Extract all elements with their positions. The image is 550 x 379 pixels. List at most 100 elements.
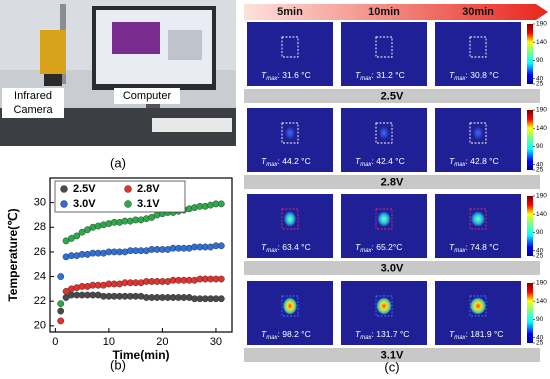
- colorbar: [527, 110, 533, 170]
- data-point: [217, 275, 225, 283]
- colorbar-tick-label: 140: [536, 211, 547, 218]
- tmax-label: Tmax: 98.2 °C: [261, 329, 311, 340]
- data-point: [73, 232, 81, 240]
- roi-box: [375, 36, 393, 58]
- scatter-chart: 20 22 24 26 28 30 0 10 20 30 Time(min) Temperature(…: [6, 177, 233, 372]
- camera-label: Infrared: [14, 90, 52, 102]
- y-tick-label: 26: [34, 246, 46, 258]
- hot-spot: [473, 126, 483, 140]
- colorbar-tick-label: 90: [536, 229, 544, 236]
- plot-frame: [49, 177, 233, 333]
- roi-box: [469, 122, 487, 144]
- tmax-subscript: max: [360, 76, 372, 82]
- hot-spot: [470, 297, 486, 315]
- tmax-label: Tmax: 31.6 °C: [261, 70, 311, 81]
- time-label: 10min: [368, 6, 400, 18]
- tmax-symbol: T: [449, 70, 455, 80]
- tmax-subscript: max: [360, 335, 372, 341]
- hot-spot: [285, 126, 295, 140]
- tmax-label: Tmax: 42.8 °C: [449, 156, 499, 167]
- camera-label: Camera: [13, 104, 53, 116]
- data-point: [217, 200, 225, 208]
- tmax-value: : 131.7 °C: [372, 329, 410, 339]
- legend-label: 2.8V: [137, 183, 160, 195]
- tmax-label: Tmax: 31.2 °C: [355, 70, 405, 81]
- x-tick-label: 20: [156, 336, 168, 348]
- roi-box: [375, 295, 393, 317]
- tmax-subscript: max: [266, 248, 278, 254]
- y-tick-label: 30: [34, 197, 46, 209]
- tmax-subscript: max: [360, 248, 372, 254]
- colorbar: [527, 283, 533, 343]
- x-axis-label: Time(min): [112, 348, 169, 362]
- camera: [40, 30, 66, 74]
- y-tick-label: 22: [34, 295, 46, 307]
- roi-box: [375, 122, 393, 144]
- screen-image: [112, 22, 160, 54]
- colorbar-tick-label: 190: [536, 193, 547, 200]
- colorbar-tick-label: 140: [536, 125, 547, 132]
- y-tick-label: 20: [34, 320, 46, 332]
- roi-box: [469, 208, 487, 230]
- tmax-subscript: max: [454, 76, 466, 82]
- tmax-symbol: T: [261, 329, 267, 339]
- thermal-image: [435, 108, 521, 172]
- x-tick-label: 30: [210, 336, 222, 348]
- y-axis-label: Temperature(℃): [6, 208, 20, 301]
- screen-image-2: [168, 30, 202, 60]
- legend-label: 3.1V: [137, 198, 160, 210]
- colorbar: [527, 196, 533, 256]
- data-point: [57, 300, 65, 308]
- legend-marker: [124, 200, 132, 208]
- tmax-value: : 31.6 °C: [278, 70, 311, 80]
- tmax-subscript: max: [266, 335, 278, 341]
- hot-spot: [379, 126, 389, 140]
- tmax-subscript: max: [266, 162, 278, 168]
- colorbar-tick-label: 190: [536, 280, 547, 287]
- legend-marker: [124, 185, 132, 193]
- tmax-label: Tmax: 74.8 °C: [449, 242, 499, 253]
- roi-box: [469, 36, 487, 58]
- tmax-label: Tmax: 30.8 °C: [449, 70, 499, 81]
- tmax-label: Tmax: 44.2 °C: [261, 156, 311, 167]
- legend-box: [54, 180, 186, 213]
- tmax-label: Tmax: 42.4 °C: [355, 156, 405, 167]
- colorbar-tick-label: 25: [536, 167, 544, 174]
- x-tick-label: 10: [103, 336, 115, 348]
- colorbar-tick-label: 90: [536, 143, 544, 150]
- voltage-bar: [244, 348, 540, 362]
- tmax-value: : 98.2 °C: [278, 329, 311, 339]
- tmax-symbol: T: [355, 329, 361, 339]
- tmax-symbol: T: [449, 329, 455, 339]
- tmax-symbol: T: [449, 242, 455, 252]
- tmax-subscript: max: [454, 162, 466, 168]
- roi-box: [281, 208, 299, 230]
- tmax-value: : 42.8 °C: [466, 156, 499, 166]
- roi-box: [281, 122, 299, 144]
- voltage-label: 3.1V: [381, 349, 404, 361]
- panel-label: (a): [110, 155, 126, 170]
- thermal-image: [341, 108, 427, 172]
- colorbar-tick-label: 90: [536, 57, 544, 64]
- tmax-label: Tmax: 181.9 °C: [449, 329, 503, 340]
- colorbar-tick-label: 90: [536, 316, 544, 323]
- colorbar-tick-label: 190: [536, 107, 547, 114]
- data-point: [57, 307, 65, 315]
- tmax-symbol: T: [261, 156, 267, 166]
- legend-marker: [60, 185, 68, 193]
- tmax-value: : 74.8 °C: [466, 242, 499, 252]
- data-point: [57, 273, 65, 280]
- hot-spot: [471, 211, 485, 227]
- tmax-symbol: T: [449, 156, 455, 166]
- colorbar-tick-label: 40: [536, 334, 544, 341]
- colorbar-tick-label: 25: [536, 340, 544, 347]
- tmax-value: : 44.2 °C: [278, 156, 311, 166]
- tmax-symbol: T: [355, 70, 361, 80]
- tmax-value: : 181.9 °C: [466, 329, 504, 339]
- legend-label: 3.0V: [73, 198, 96, 210]
- tmax-subscript: max: [454, 335, 466, 341]
- photo: Infrared Camera Computer: [0, 0, 236, 146]
- voltage-bar: [244, 261, 540, 275]
- voltage-bar: [244, 175, 540, 189]
